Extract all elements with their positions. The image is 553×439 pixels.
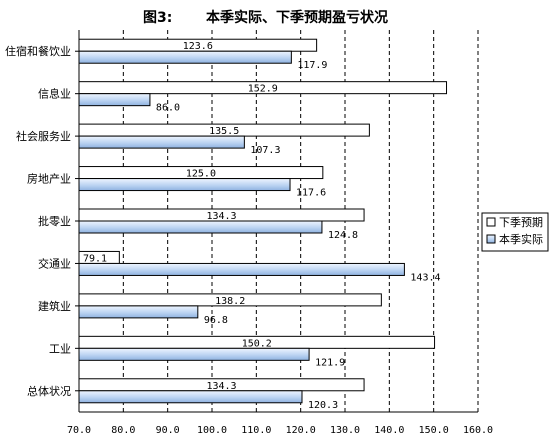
legend-label: 本季实际: [499, 232, 543, 246]
bar-本季实际: [78, 50, 292, 64]
bar-本季实际: [78, 305, 199, 319]
plot-area: 70.0 80.0 90.0 100.0 110.0 120.0 130.0 140.0 150…: [5, 30, 493, 436]
bar-下季预期: [78, 81, 448, 95]
bar-下季预期: [78, 293, 382, 307]
data-label: 150.2: [242, 338, 272, 349]
data-label: 123.6: [183, 41, 213, 52]
data-label: 138.2: [215, 296, 245, 307]
category-label: 交通业: [38, 256, 71, 270]
bar-本季实际: [78, 390, 303, 404]
data-label: 152.9: [248, 84, 278, 95]
bar-本季实际: [78, 220, 323, 234]
data-label: 96.8: [204, 315, 228, 326]
bar-本季实际: [78, 178, 291, 192]
category-label: 房地产业: [27, 172, 71, 186]
x-tick-label: 160.0: [463, 425, 493, 436]
category-label: 批零业: [38, 214, 71, 228]
category-label: 信息业: [38, 87, 71, 101]
chart-title: 本季实际、下季预期盈亏状况: [206, 9, 388, 26]
legend-swatch: [486, 217, 496, 227]
bar-本季实际: [78, 347, 310, 361]
data-label: 135.5: [209, 126, 239, 137]
x-tick-label: 70.0: [67, 425, 91, 436]
data-label: 120.3: [308, 400, 338, 411]
data-label: 125.0: [186, 169, 216, 180]
bar-本季实际: [78, 262, 405, 276]
x-tick-label: 150.0: [419, 425, 449, 436]
data-label: 117.6: [296, 188, 326, 199]
x-tick-label: 110.0: [241, 425, 271, 436]
x-tick-label: 80.0: [111, 425, 135, 436]
data-label: 117.9: [297, 60, 327, 71]
legend-swatch: [486, 234, 496, 244]
category-label: 社会服务业: [16, 129, 71, 143]
data-label: 143.4: [410, 272, 440, 283]
x-tick-label: 140.0: [374, 425, 404, 436]
data-label: 107.3: [250, 145, 280, 156]
data-label: 86.0: [156, 103, 180, 114]
bar-本季实际: [78, 93, 151, 107]
bar-本季实际: [78, 135, 245, 149]
data-label: 134.3: [206, 211, 236, 222]
chart-title-prefix: 图3:: [143, 10, 172, 26]
category-label: 总体状况: [27, 384, 71, 398]
category-label: 工业: [49, 342, 71, 355]
data-label: 134.3: [206, 381, 236, 392]
data-label: 121.9: [315, 357, 345, 368]
x-tick-label: 120.0: [286, 425, 316, 436]
data-label: 124.8: [328, 230, 358, 241]
category-label: 住宿和餐饮业: [5, 44, 71, 58]
x-tick-label: 130.0: [330, 425, 360, 436]
data-label: 79.1: [83, 253, 107, 264]
category-label: 建筑业: [38, 299, 71, 313]
legend-label: 下季预期: [499, 216, 543, 229]
x-tick-label: 90.0: [156, 425, 180, 436]
x-tick-label: 100.0: [197, 425, 227, 436]
